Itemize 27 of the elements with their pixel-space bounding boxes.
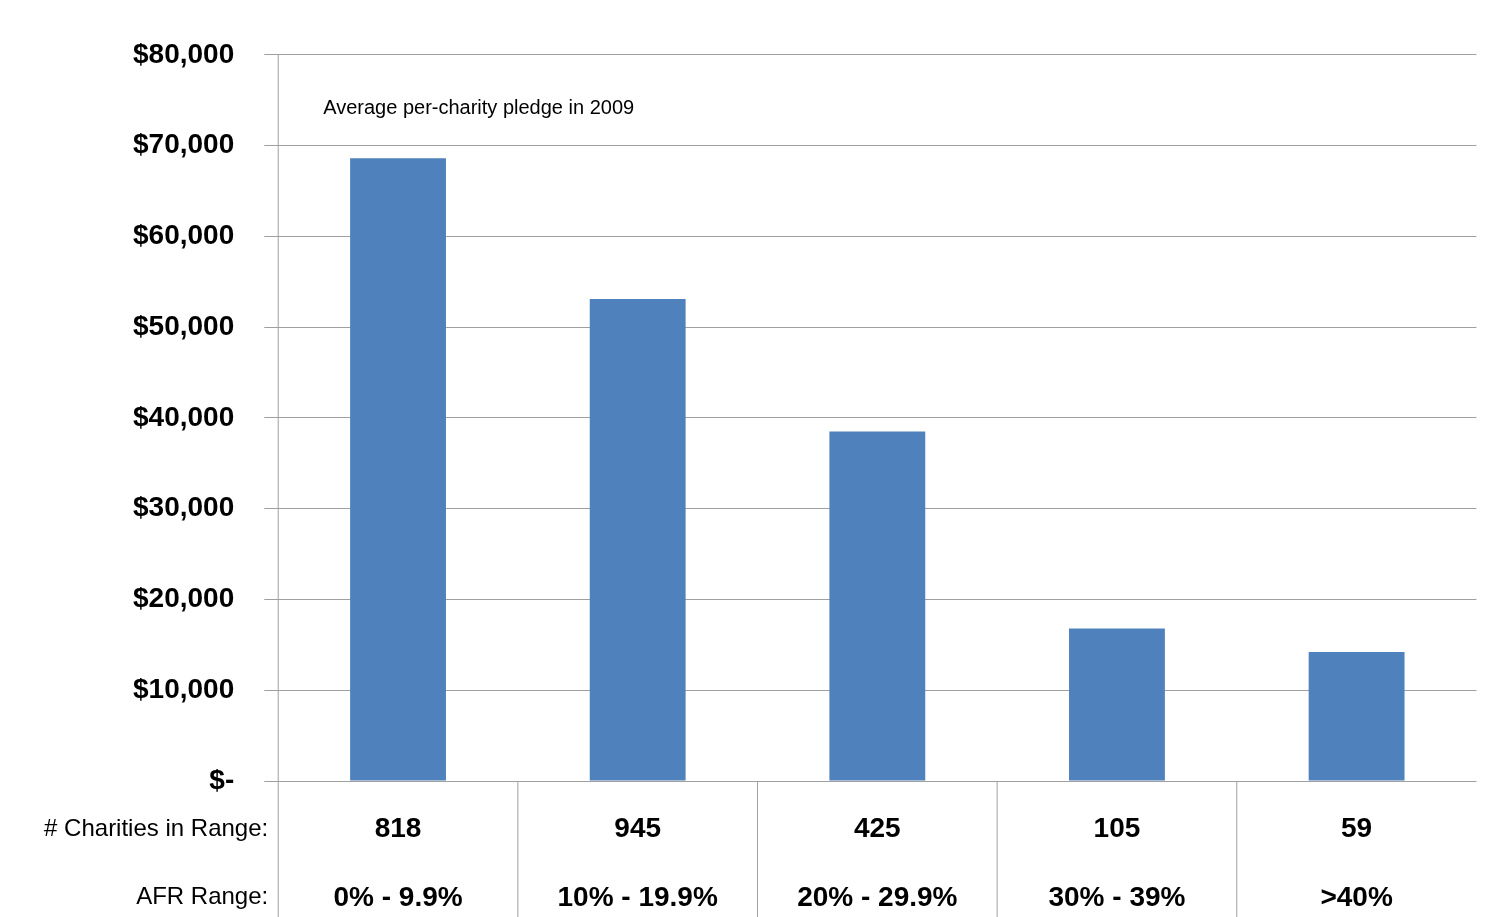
text: # Charities in Range:: [44, 813, 269, 841]
x-tick-label: 10% - 19.9%: [557, 880, 718, 912]
y-tick-label: $10,000: [132, 672, 235, 704]
x-tick-label: 30% - 39%: [1048, 880, 1186, 912]
y-tick-label: $20,000: [132, 582, 235, 614]
bar: [1069, 628, 1165, 781]
bar: [1308, 652, 1405, 781]
text: 425: [853, 811, 901, 843]
bar: [350, 158, 446, 781]
text: 818: [374, 811, 422, 843]
text: 945: [614, 811, 662, 843]
y-tick-label: $30,000: [132, 491, 235, 523]
text: AFR Range:: [136, 881, 269, 909]
bar: [829, 431, 926, 781]
y-tick-label: $70,000: [132, 128, 235, 160]
x-tick-label: 0% - 9.9%: [333, 880, 463, 912]
y-tick-label: $50,000: [132, 309, 235, 341]
y-tick-label: $60,000: [132, 219, 235, 251]
x-tick-label: 20% - 29.9%: [797, 880, 958, 912]
text: Average per-charity pledge in 2009: [323, 96, 635, 119]
text: 59: [1341, 811, 1373, 843]
y-tick-label: $40,000: [132, 400, 235, 432]
y-tick-label: $80,000: [132, 37, 235, 69]
text: 105: [1093, 811, 1141, 843]
y-tick-label: $-: [209, 763, 235, 795]
x-tick-label: >40%: [1320, 880, 1393, 912]
bar: [589, 298, 686, 781]
